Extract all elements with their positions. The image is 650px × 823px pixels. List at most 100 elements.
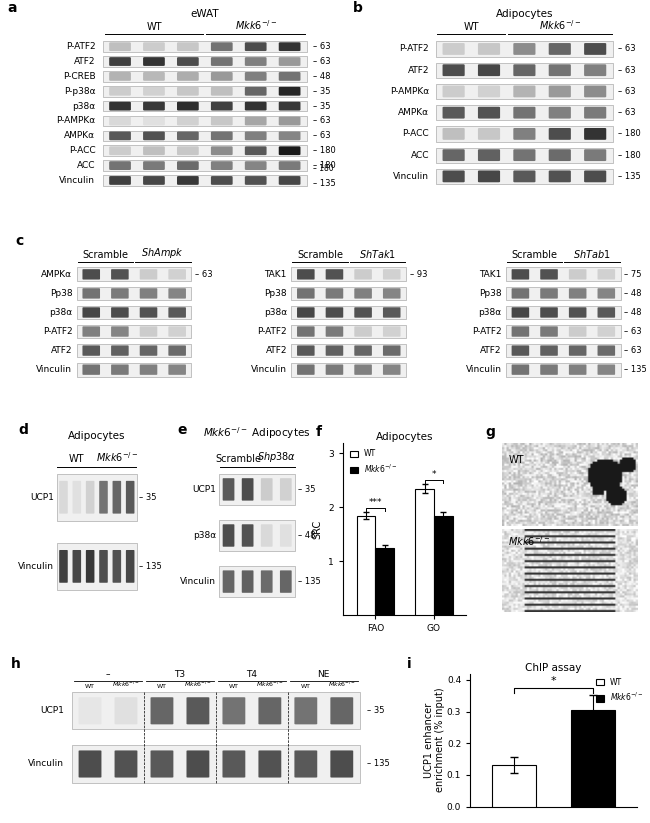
Text: WT: WT	[157, 684, 167, 689]
Text: $Shp38α$: $Shp38α$	[257, 450, 296, 464]
FancyBboxPatch shape	[354, 307, 372, 318]
FancyBboxPatch shape	[326, 346, 343, 356]
FancyBboxPatch shape	[211, 161, 233, 170]
Text: p38α: p38α	[72, 101, 96, 110]
Text: a: a	[8, 2, 17, 16]
FancyBboxPatch shape	[512, 269, 529, 280]
FancyBboxPatch shape	[584, 149, 606, 161]
Y-axis label: SRC: SRC	[313, 519, 322, 539]
FancyBboxPatch shape	[151, 697, 174, 724]
Text: – 63: – 63	[313, 132, 330, 141]
Text: Vinculin: Vinculin	[18, 562, 54, 571]
Bar	[434, 515, 452, 616]
FancyBboxPatch shape	[512, 327, 529, 337]
FancyBboxPatch shape	[540, 365, 558, 374]
FancyBboxPatch shape	[86, 481, 94, 514]
FancyBboxPatch shape	[294, 751, 317, 778]
FancyBboxPatch shape	[512, 307, 529, 318]
FancyBboxPatch shape	[111, 307, 129, 318]
Text: c: c	[15, 234, 23, 248]
FancyBboxPatch shape	[59, 550, 68, 583]
FancyBboxPatch shape	[443, 43, 465, 55]
FancyBboxPatch shape	[83, 307, 100, 318]
Bar	[436, 169, 613, 184]
Text: $ShAmpk$: $ShAmpk$	[142, 246, 184, 260]
Bar	[506, 363, 621, 376]
Bar	[375, 548, 394, 616]
FancyBboxPatch shape	[83, 327, 100, 337]
FancyBboxPatch shape	[143, 176, 165, 185]
Text: ACC: ACC	[411, 151, 429, 160]
FancyBboxPatch shape	[211, 146, 233, 155]
Text: $ShTab1$: $ShTab1$	[573, 249, 611, 260]
Bar	[77, 344, 192, 357]
FancyBboxPatch shape	[279, 117, 300, 125]
Text: P-AMPKα: P-AMPKα	[390, 87, 429, 96]
Text: T4: T4	[246, 670, 257, 679]
FancyBboxPatch shape	[143, 57, 165, 66]
FancyBboxPatch shape	[111, 327, 129, 337]
Bar	[72, 746, 359, 783]
FancyBboxPatch shape	[326, 288, 343, 299]
FancyBboxPatch shape	[140, 288, 157, 299]
Text: P-CREB: P-CREB	[63, 72, 96, 81]
FancyBboxPatch shape	[211, 42, 233, 51]
Bar	[72, 692, 359, 729]
FancyBboxPatch shape	[86, 550, 94, 583]
FancyBboxPatch shape	[83, 288, 100, 299]
Text: $Mkk6^{-/-}$: $Mkk6^{-/-}$	[112, 680, 140, 689]
Bar	[103, 131, 307, 142]
Text: – 48: – 48	[624, 308, 642, 317]
FancyBboxPatch shape	[140, 346, 157, 356]
Text: AMPKα: AMPKα	[41, 270, 72, 279]
FancyBboxPatch shape	[354, 327, 372, 337]
FancyBboxPatch shape	[111, 269, 129, 280]
Text: – 75: – 75	[624, 270, 642, 279]
Text: $Mkk6^{-/-}$: $Mkk6^{-/-}$	[508, 534, 551, 548]
FancyBboxPatch shape	[354, 365, 372, 374]
FancyBboxPatch shape	[279, 42, 300, 51]
Bar	[103, 71, 307, 81]
Text: Pp38: Pp38	[50, 289, 72, 298]
Bar	[506, 344, 621, 357]
Text: – 35: – 35	[367, 706, 385, 715]
Text: $Mkk6^{-/-}$: $Mkk6^{-/-}$	[96, 450, 138, 464]
FancyBboxPatch shape	[168, 365, 186, 374]
Text: f: f	[316, 425, 322, 439]
FancyBboxPatch shape	[514, 64, 536, 76]
Text: eWAT: eWAT	[190, 9, 219, 19]
FancyBboxPatch shape	[143, 146, 165, 155]
Text: Pp38: Pp38	[265, 289, 287, 298]
Text: – 135: – 135	[618, 172, 641, 181]
FancyBboxPatch shape	[177, 42, 199, 51]
Legend: WT, $Mkk6^{-/-}$: WT, $Mkk6^{-/-}$	[593, 675, 647, 706]
FancyBboxPatch shape	[514, 170, 536, 182]
Text: – 48: – 48	[624, 289, 642, 298]
FancyBboxPatch shape	[597, 365, 615, 374]
FancyBboxPatch shape	[73, 550, 81, 583]
FancyBboxPatch shape	[245, 72, 266, 81]
Text: Pp38: Pp38	[479, 289, 502, 298]
FancyBboxPatch shape	[549, 128, 571, 140]
FancyBboxPatch shape	[83, 346, 100, 356]
Text: – 93: – 93	[410, 270, 427, 279]
FancyBboxPatch shape	[143, 72, 165, 81]
Text: –: –	[106, 670, 110, 679]
FancyBboxPatch shape	[549, 149, 571, 161]
FancyBboxPatch shape	[279, 87, 300, 95]
FancyBboxPatch shape	[242, 524, 254, 546]
Text: $ShTak1$: $ShTak1$	[359, 249, 396, 260]
Text: Adipocytes: Adipocytes	[496, 9, 553, 19]
FancyBboxPatch shape	[222, 697, 245, 724]
Text: $Mkk6^{-/-}$: $Mkk6^{-/-}$	[184, 680, 212, 689]
FancyBboxPatch shape	[478, 86, 500, 97]
Text: ATF2: ATF2	[408, 66, 429, 75]
Text: – 63: – 63	[618, 44, 636, 53]
Text: – 63: – 63	[618, 108, 636, 117]
FancyBboxPatch shape	[279, 146, 300, 155]
FancyBboxPatch shape	[59, 481, 68, 514]
Bar	[103, 160, 307, 171]
FancyBboxPatch shape	[326, 327, 343, 337]
FancyBboxPatch shape	[168, 327, 186, 337]
FancyBboxPatch shape	[111, 365, 129, 374]
